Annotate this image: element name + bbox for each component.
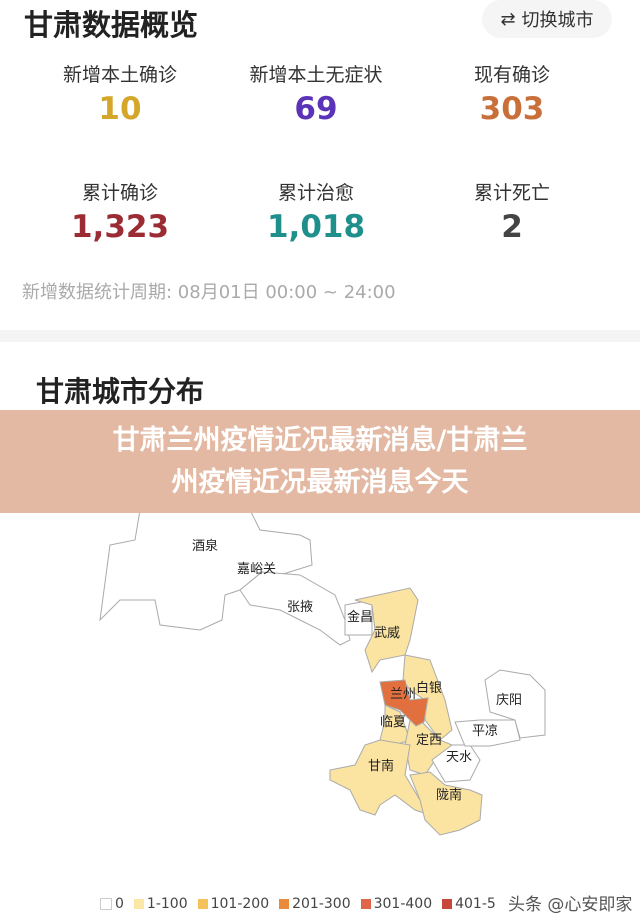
stat-value: 1,018 bbox=[266, 209, 366, 245]
stat-total-deaths: 累计死亡 2 bbox=[412, 178, 612, 245]
page-title: 甘肃数据概览 bbox=[24, 8, 199, 42]
city-label: 甘南 bbox=[368, 758, 394, 774]
region-陇南[interactable] bbox=[409, 771, 483, 836]
stat-label: 新增本土确诊 bbox=[62, 64, 177, 86]
city-label: 定西 bbox=[416, 733, 442, 748]
city-label: 平凉 bbox=[472, 724, 498, 739]
legend-label: 1-100 bbox=[146, 896, 188, 912]
legend-swatch bbox=[133, 899, 144, 909]
stat-current-confirmed: 现有确诊 303 bbox=[412, 60, 612, 127]
legend-swatch bbox=[442, 899, 453, 909]
stat-value: 69 bbox=[294, 91, 338, 127]
stat-label: 现有确诊 bbox=[473, 64, 550, 86]
city-label: 庆阳 bbox=[496, 693, 522, 708]
legend-label: 0 bbox=[115, 896, 124, 912]
city-label: 金昌 bbox=[347, 609, 373, 625]
legend-item: 401-5 bbox=[442, 896, 496, 912]
stat-value: 2 bbox=[501, 209, 523, 245]
stat-total-cured: 累计治愈 1,018 bbox=[216, 178, 416, 245]
legend-label: 401-5 bbox=[455, 896, 496, 912]
switch-city-label: 切换城市 bbox=[521, 10, 594, 31]
region-平凉[interactable] bbox=[454, 719, 521, 747]
stat-label: 新增本土无症状 bbox=[249, 64, 383, 86]
map-legend: 0 1-100 101-200 201-300 301-400 401-5 bbox=[100, 896, 496, 912]
city-label: 白银 bbox=[416, 680, 442, 696]
stat-label: 累计死亡 bbox=[473, 182, 550, 204]
stat-value: 1,323 bbox=[70, 209, 170, 245]
switch-city-button[interactable]: ⇄ 切换城市 bbox=[482, 0, 612, 38]
legend-swatch bbox=[197, 899, 208, 909]
stat-new-asymptomatic: 新增本土无症状 69 bbox=[216, 60, 416, 127]
stat-total-confirmed: 累计确诊 1,323 bbox=[20, 178, 220, 245]
map-title: 甘肃城市分布 bbox=[36, 375, 205, 408]
region-兰州[interactable] bbox=[379, 679, 429, 727]
city-label: 武威 bbox=[374, 626, 400, 641]
swap-arrows-icon: ⇄ bbox=[500, 8, 516, 30]
legend-label: 101-200 bbox=[210, 896, 270, 912]
section-divider bbox=[0, 330, 640, 342]
legend-item: 301-400 bbox=[360, 896, 433, 912]
region-武威[interactable] bbox=[354, 587, 419, 674]
watermark: 头条 @心安即家 bbox=[508, 895, 633, 915]
legend-swatch bbox=[100, 898, 112, 910]
stat-value: 10 bbox=[98, 91, 142, 127]
region-庆阳[interactable] bbox=[484, 669, 546, 739]
legend-label: 301-400 bbox=[373, 896, 433, 912]
banner-line-1: 甘肃兰州疫情近况最新消息/甘肃兰 bbox=[112, 425, 528, 456]
region-天水[interactable] bbox=[431, 744, 481, 783]
city-label: 天水 bbox=[446, 750, 472, 765]
city-label: 陇南 bbox=[436, 787, 462, 803]
legend-swatch bbox=[360, 899, 371, 909]
stat-period: 新增数据统计周期: 08月01日 00:00 ~ 24:00 bbox=[22, 282, 396, 303]
legend-label: 201-300 bbox=[292, 896, 351, 912]
stat-value: 303 bbox=[479, 91, 545, 127]
region-甘南[interactable] bbox=[329, 739, 432, 816]
region-张掖[interactable] bbox=[239, 571, 351, 646]
stat-label: 累计治愈 bbox=[277, 182, 354, 204]
article-title-banner: 甘肃兰州疫情近况最新消息/甘肃兰 州疫情近况最新消息今天 bbox=[0, 410, 640, 513]
city-label: 嘉峪关 bbox=[237, 562, 276, 577]
city-label: 酒泉 bbox=[192, 538, 218, 554]
stat-new-confirmed: 新增本土确诊 10 bbox=[20, 60, 220, 127]
stat-label: 累计确诊 bbox=[81, 182, 158, 204]
legend-item: 1-100 bbox=[133, 896, 188, 912]
banner-line-2: 州疫情近况最新消息今天 bbox=[171, 467, 469, 498]
legend-item: 0 bbox=[100, 896, 124, 912]
city-label: 临夏 bbox=[380, 715, 406, 730]
city-label: 张掖 bbox=[287, 600, 313, 615]
city-label: 兰州 bbox=[390, 687, 416, 702]
legend-item: 101-200 bbox=[197, 896, 270, 912]
legend-swatch bbox=[279, 899, 290, 909]
legend-item: 201-300 bbox=[279, 896, 351, 912]
